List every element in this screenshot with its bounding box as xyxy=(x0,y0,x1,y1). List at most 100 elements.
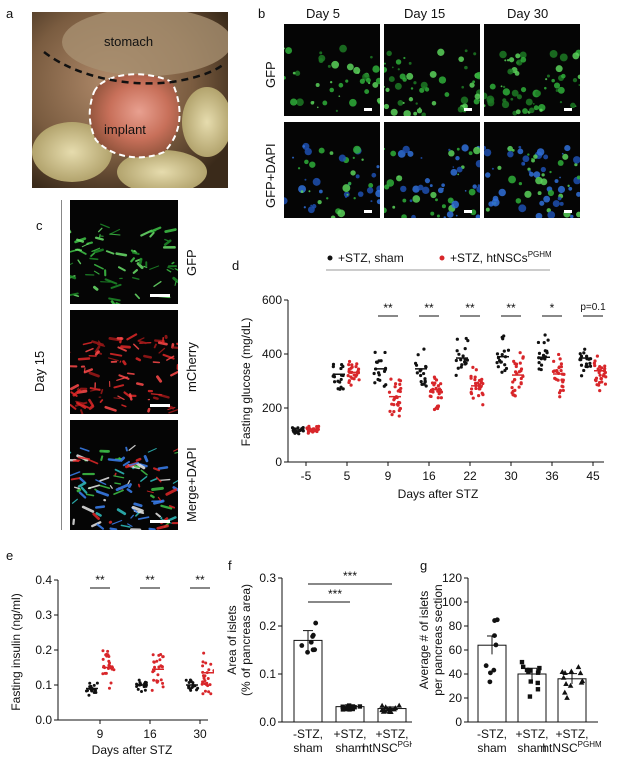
data-point xyxy=(594,379,598,383)
cell-spot xyxy=(468,188,476,196)
tissue-fiber xyxy=(131,251,140,256)
data-point xyxy=(331,374,335,378)
scale-bar xyxy=(150,294,170,297)
tissue-fiber xyxy=(121,404,127,408)
cell-spot xyxy=(573,156,580,164)
cell-spot xyxy=(498,188,506,197)
tissue-fiber xyxy=(176,342,178,346)
tissue-fiber xyxy=(70,292,79,297)
tissue-fiber xyxy=(120,345,131,349)
tick-label: 0.3 xyxy=(259,571,276,585)
cell-spot xyxy=(457,106,464,113)
data-point xyxy=(339,377,343,382)
data-point xyxy=(136,687,140,691)
tissue-fiber xyxy=(70,262,74,266)
significance-label: ** xyxy=(424,301,434,315)
tissue-fiber xyxy=(87,458,99,465)
x-tick-label: 9 xyxy=(385,469,392,483)
tissue-fiber xyxy=(109,352,123,357)
cell-spot xyxy=(535,90,542,97)
cell-spot xyxy=(304,147,312,156)
cell-spot xyxy=(371,172,377,178)
tissue-fiber xyxy=(91,521,102,528)
cell-spot xyxy=(375,189,380,198)
cell-spot xyxy=(502,98,507,103)
cell-spot xyxy=(345,79,349,83)
implant-label: implant xyxy=(104,122,146,137)
legend-htnsc: +STZ, htNSCsPGHM xyxy=(450,250,552,265)
data-point xyxy=(537,351,542,355)
cell-spot xyxy=(491,198,500,207)
cell-spot xyxy=(464,65,468,70)
cell-spot xyxy=(564,144,571,152)
tissue-fiber xyxy=(138,337,145,341)
micro-b-dapi-day5 xyxy=(284,122,380,218)
cell-spot xyxy=(384,66,388,73)
data-point xyxy=(517,385,521,389)
cell-spot xyxy=(397,68,400,71)
data-point xyxy=(558,357,562,361)
data-point xyxy=(200,682,204,686)
data-point xyxy=(306,431,310,435)
cell-spot xyxy=(365,77,371,83)
x-tick-label: 30 xyxy=(193,727,207,741)
tick-label: 20 xyxy=(449,691,463,705)
cell-spot xyxy=(329,87,334,93)
data-point xyxy=(421,371,426,376)
tissue-fiber xyxy=(99,399,104,403)
tissue-fiber xyxy=(143,354,152,359)
tissue-fiber xyxy=(93,270,100,275)
cell-spot xyxy=(531,158,535,163)
cell-spot xyxy=(472,80,476,84)
cell-spot xyxy=(543,195,551,203)
data-point xyxy=(521,355,525,359)
data-point xyxy=(296,430,300,435)
x-tick-label: 16 xyxy=(143,727,157,741)
tissue-fiber xyxy=(107,357,119,362)
tissue-fiber xyxy=(156,524,169,530)
data-point xyxy=(480,377,484,381)
x-tick-label: -5 xyxy=(301,469,312,483)
cell-spot xyxy=(516,94,522,100)
data-point xyxy=(109,681,113,685)
bar xyxy=(557,678,587,723)
cell-spot xyxy=(352,156,355,159)
significance-label: ** xyxy=(95,573,105,587)
tissue-fiber xyxy=(136,462,146,470)
data-point xyxy=(160,664,164,668)
data-point xyxy=(473,378,477,382)
tissue-fiber xyxy=(117,346,127,352)
data-point xyxy=(352,377,356,381)
row-label-gfp: GFP xyxy=(263,61,278,88)
data-point xyxy=(161,655,165,659)
data-point xyxy=(551,369,556,374)
data-point xyxy=(500,370,504,374)
cell-spot xyxy=(455,156,460,161)
cell-spot xyxy=(346,193,349,196)
data-point xyxy=(398,401,402,405)
data-point xyxy=(347,707,352,712)
cell-spot xyxy=(477,184,480,187)
cell-spot xyxy=(441,204,446,209)
tissue-fiber xyxy=(91,247,101,253)
data-point xyxy=(519,376,523,381)
tissue-fiber xyxy=(76,387,80,391)
tissue-fiber xyxy=(109,228,121,235)
data-point xyxy=(535,687,541,692)
data-point xyxy=(563,680,569,686)
cell-spot xyxy=(522,108,528,114)
data-point xyxy=(398,379,403,383)
cell-spot xyxy=(402,77,407,82)
data-point xyxy=(469,390,473,395)
tissue-fiber xyxy=(143,455,149,463)
data-point xyxy=(397,414,401,418)
data-point xyxy=(93,689,97,693)
tissue-fiber xyxy=(168,505,176,509)
cell-spot xyxy=(361,158,364,161)
cell-spot xyxy=(451,200,460,209)
scale-bar xyxy=(464,210,472,213)
cell-spot xyxy=(376,97,380,104)
data-point xyxy=(542,341,546,345)
cell-spot xyxy=(304,178,307,181)
cell-spot xyxy=(296,98,304,107)
